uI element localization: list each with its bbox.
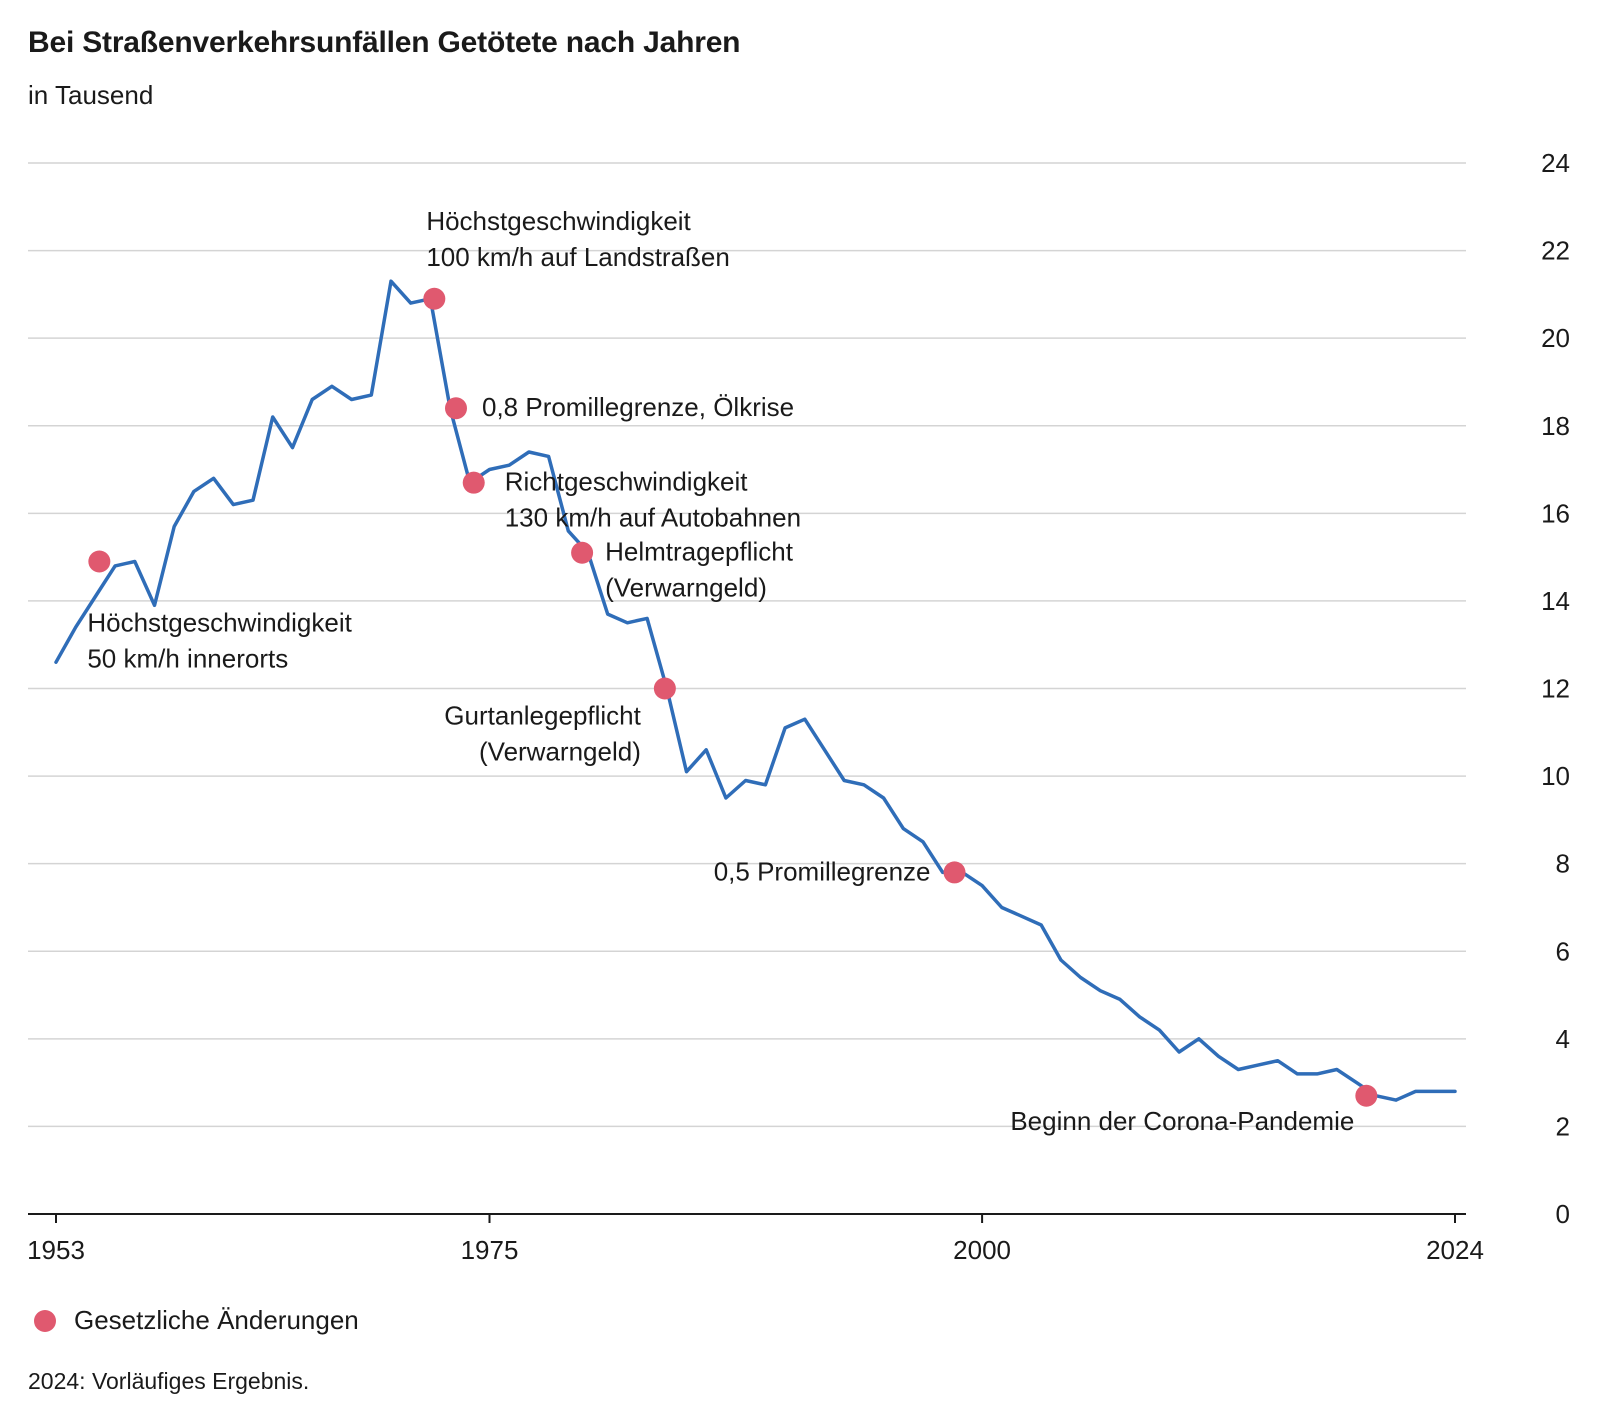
y-tick-label: 20 xyxy=(1541,323,1570,353)
annotation-marker xyxy=(444,397,467,420)
annotation-label: Richtgeschwindigkeit xyxy=(505,467,749,497)
y-tick-label: 16 xyxy=(1541,498,1570,528)
annotation-marker xyxy=(462,471,485,494)
annotation-marker xyxy=(571,541,594,564)
annotation-marker xyxy=(88,550,111,573)
y-tick-label: 8 xyxy=(1556,849,1570,879)
y-tick-label: 0 xyxy=(1556,1199,1570,1229)
chart-subtitle: in Tausend xyxy=(28,80,154,110)
annotation-label: 0,8 Promillegrenze, Ölkrise xyxy=(482,392,794,422)
annotation-label: Helmtragepflicht xyxy=(605,537,794,567)
footnote: 2024: Vorläufiges Ergebnis. xyxy=(28,1368,310,1394)
y-tick-label: 18 xyxy=(1541,411,1570,441)
annotation-label: 0,5 Promillegrenze xyxy=(714,856,931,886)
y-tick-label: 22 xyxy=(1541,236,1570,266)
legend: Gesetzliche Änderungen xyxy=(34,1305,359,1336)
annotation-label: Beginn der Corona-Pandemie xyxy=(1010,1106,1354,1136)
annotation-label: 100 km/h auf Landstraßen xyxy=(426,242,730,272)
legend-label: Gesetzliche Änderungen xyxy=(74,1305,359,1335)
y-tick-label: 12 xyxy=(1541,674,1570,704)
annotation-label: Gurtanlegepflicht xyxy=(444,701,641,731)
x-tick-label: 2000 xyxy=(953,1235,1011,1265)
annotation-marker xyxy=(423,287,446,310)
legend-marker-icon xyxy=(34,1309,56,1332)
annotation-label: Höchstgeschwindigkeit xyxy=(426,206,691,236)
annotation-label: Höchstgeschwindigkeit xyxy=(87,608,352,638)
annotation-label: 130 km/h auf Autobahnen xyxy=(505,503,801,533)
y-tick-label: 10 xyxy=(1541,761,1570,791)
y-tick-label: 6 xyxy=(1556,936,1570,966)
y-tick-label: 24 xyxy=(1541,148,1570,178)
y-tick-label: 4 xyxy=(1556,1024,1570,1054)
annotation-label: (Verwarngeld) xyxy=(605,573,767,603)
x-tick-label: 1953 xyxy=(27,1235,85,1265)
x-tick-label: 2024 xyxy=(1426,1235,1484,1265)
annotation-marker xyxy=(1355,1084,1378,1107)
chart-title: Bei Straßenverkehrsunfällen Getötete nac… xyxy=(28,26,741,59)
annotation-marker xyxy=(653,677,676,700)
y-tick-label: 14 xyxy=(1541,586,1570,616)
x-tick-label: 1975 xyxy=(461,1235,519,1265)
annotation-label: 50 km/h innerorts xyxy=(87,644,288,674)
series-line-0 xyxy=(54,279,1457,1102)
annotation-marker xyxy=(943,861,966,884)
y-tick-label: 2 xyxy=(1556,1111,1570,1141)
annotation-label: (Verwarngeld) xyxy=(479,737,641,767)
